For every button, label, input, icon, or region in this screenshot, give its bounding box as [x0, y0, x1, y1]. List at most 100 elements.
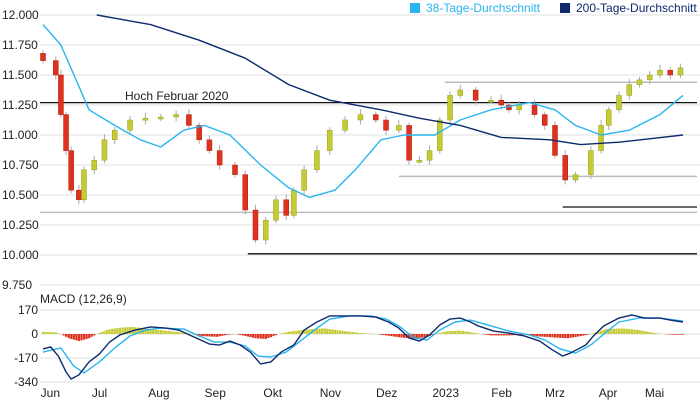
- histogram-bar-negative: [80, 334, 83, 341]
- histogram-bar-positive: [469, 332, 472, 334]
- histogram-bar-negative: [533, 334, 536, 337]
- histogram-bar-positive: [628, 329, 631, 334]
- candle-down: [242, 174, 248, 211]
- x-tick-label: Nov: [320, 386, 341, 400]
- histogram-bar-negative: [390, 334, 393, 337]
- histogram-bar-negative: [674, 334, 677, 335]
- histogram-bar-negative: [500, 334, 503, 336]
- histogram-bar-positive: [454, 330, 457, 334]
- candle: [111, 127, 118, 145]
- histogram-bar-positive: [136, 327, 139, 334]
- histogram-bar-positive: [461, 330, 465, 334]
- histogram-bar-positive: [446, 331, 449, 334]
- candle: [127, 115, 133, 134]
- candle-up: [91, 159, 97, 171]
- histogram-bar-negative: [497, 334, 500, 336]
- histogram-bar-negative: [559, 334, 562, 338]
- legend-label-38: 38-Tage-Durchschnitt: [426, 1, 541, 15]
- x-tick-label: 2023: [432, 386, 459, 400]
- histogram-bar-negative: [546, 334, 549, 337]
- histogram-bar-positive: [466, 331, 470, 334]
- candle-up: [326, 129, 333, 151]
- candle: [76, 184, 82, 205]
- histogram-bar-negative: [241, 334, 244, 336]
- x-tick-label: Aug: [148, 386, 169, 400]
- candle: [357, 109, 364, 125]
- y-tick-label: 11.750: [2, 38, 38, 52]
- histogram-bar-positive: [641, 330, 644, 334]
- candle-down: [373, 114, 379, 121]
- histogram-bar-negative: [426, 334, 429, 337]
- histogram-bar-negative: [543, 334, 546, 337]
- histogram-bar-negative: [574, 334, 577, 337]
- histogram-bar-positive: [456, 330, 459, 334]
- x-tick-label: Okt: [263, 386, 282, 400]
- macd-panel: [42, 314, 685, 380]
- histogram-bar-negative: [272, 334, 275, 337]
- histogram-bar-negative: [198, 334, 201, 336]
- reference-label-hoch-februar-2020: Hoch Februar 2020: [125, 89, 229, 103]
- histogram-bar-positive: [323, 328, 326, 334]
- histogram-bar-positive: [44, 331, 47, 334]
- candle-up: [301, 169, 307, 191]
- histogram-bar-positive: [612, 328, 616, 334]
- y-tick-label: 12.000: [2, 8, 39, 22]
- histogram-bar-positive: [326, 328, 329, 334]
- candle: [63, 111, 69, 156]
- y-tick-label: 9.750: [2, 278, 32, 292]
- histogram-bar-positive: [287, 331, 290, 334]
- histogram-bar-positive: [459, 330, 462, 334]
- histogram-bar-negative: [530, 334, 534, 336]
- histogram-bar-positive: [162, 330, 165, 334]
- histogram-bar-positive: [341, 330, 344, 334]
- histogram-bar-negative: [216, 334, 219, 337]
- candle: [314, 145, 320, 173]
- histogram-bar-negative: [93, 334, 96, 336]
- candle: [252, 204, 259, 243]
- candle-up: [677, 67, 684, 76]
- histogram-bar-negative: [397, 334, 401, 338]
- histogram-bar-positive: [602, 329, 605, 334]
- candle: [657, 64, 663, 78]
- histogram-bar-positive: [152, 329, 155, 334]
- macd-line: [42, 314, 684, 380]
- histogram-bar-negative: [208, 334, 211, 337]
- candle-up: [142, 117, 149, 121]
- histogram-bar-positive: [315, 328, 319, 334]
- histogram-bar-negative: [418, 334, 421, 339]
- histogram-bar-positive: [653, 332, 657, 334]
- histogram-bar-positive: [346, 331, 349, 334]
- histogram-bar-positive: [364, 333, 367, 334]
- histogram-bar-positive: [597, 331, 600, 334]
- histogram-bar-positive: [607, 328, 610, 334]
- y-tick-label: 11.500: [2, 68, 38, 82]
- macd-y-tick-label: -170: [14, 351, 38, 365]
- candle-up: [127, 119, 133, 131]
- histogram-bar-positive: [303, 329, 306, 334]
- candle: [216, 145, 223, 170]
- candle: [301, 165, 307, 195]
- candle-up: [416, 159, 423, 163]
- histogram-bar-positive: [313, 328, 316, 334]
- histogram-bar-positive: [338, 330, 342, 334]
- candle-down: [498, 99, 504, 106]
- histogram-bar-negative: [200, 334, 203, 337]
- histogram-bar-positive: [139, 327, 142, 334]
- histogram-bar-positive: [295, 330, 298, 334]
- histogram-bar-positive: [635, 329, 639, 334]
- candle-up: [291, 189, 297, 216]
- histogram-bar-negative: [257, 334, 260, 339]
- histogram-bar-negative: [392, 334, 395, 337]
- histogram-bar-negative: [423, 334, 426, 338]
- candle: [636, 76, 643, 88]
- histogram-bar-positive: [625, 328, 628, 334]
- histogram-bar-negative: [259, 334, 262, 339]
- y-axis-labels: 12.000 11.750 11.500 11.250 11.000 10.750 10.5…: [2, 8, 39, 389]
- histogram-bar-negative: [387, 334, 390, 336]
- y-tick-label: 11.000: [2, 128, 38, 142]
- histogram-bar-negative: [582, 334, 585, 336]
- candle-up: [357, 114, 364, 121]
- candle: [437, 117, 443, 154]
- histogram-bar-negative: [551, 334, 554, 338]
